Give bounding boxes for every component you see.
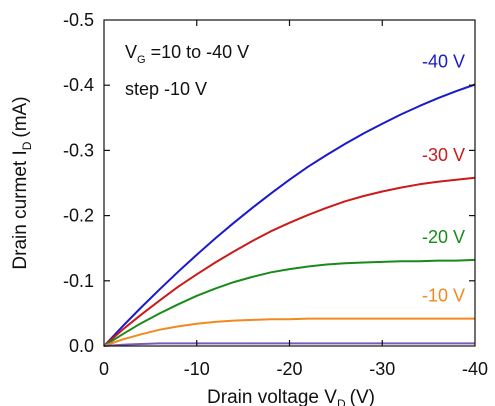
y-tick-label: -0.4: [63, 75, 94, 95]
y-tick-label: -0.2: [63, 206, 94, 226]
x-tick-label: -10: [184, 359, 210, 379]
plot-frame: [103, 19, 476, 347]
y-axis-label: Drain curmet ID(mA): [10, 96, 34, 269]
annotation-gate-range: VG =10 to -40 V: [125, 42, 249, 66]
x-tick-label: -30: [369, 359, 395, 379]
series-label-2: -20 V: [422, 227, 465, 247]
x-tick-label: -20: [276, 359, 302, 379]
y-tick-label: -0.5: [63, 10, 94, 30]
series-line-3: [103, 317, 475, 347]
series-line-0: [103, 83, 476, 347]
x-axis: 0 -10 -20 -30 -40: [99, 20, 488, 379]
series-label-1: -30 V: [422, 145, 465, 165]
x-tick-label: -40: [462, 359, 488, 379]
y-tick-label: 0.0: [69, 336, 94, 356]
x-axis-label: Drain voltage VD (V): [207, 387, 375, 406]
y-tick-label: -0.1: [63, 271, 94, 291]
y-tick-label: -0.3: [63, 140, 94, 160]
y-axis: 0.0 -0.1 -0.2 -0.3 -0.4 -0.5: [63, 10, 475, 356]
series-labels: -40 V -30 V -20 V -10 V: [422, 52, 465, 306]
series-label-0: -40 V: [422, 52, 465, 72]
chart-marks: [103, 83, 476, 347]
series-line-2: [103, 258, 476, 347]
x-tick-label: 0: [99, 359, 109, 379]
series-label-3: -10 V: [422, 286, 465, 306]
series-line-1: [103, 176, 476, 347]
annotation-step: step -10 V: [125, 79, 207, 99]
